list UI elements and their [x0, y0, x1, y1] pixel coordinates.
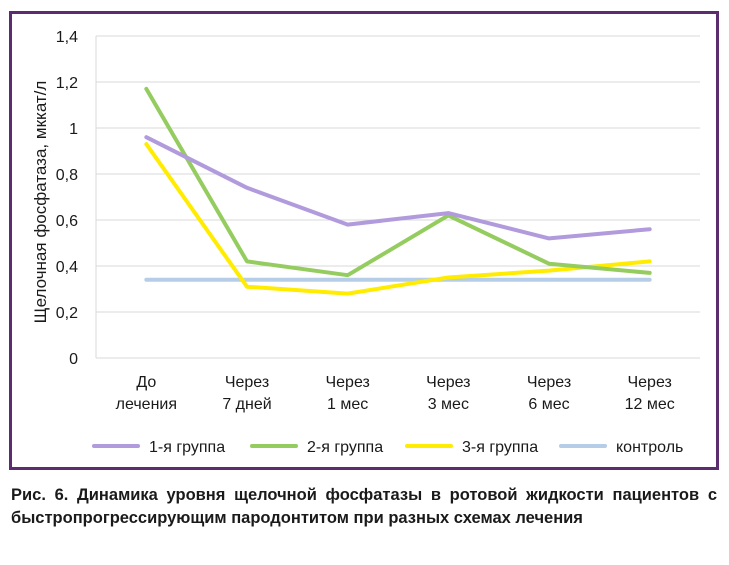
- x-tick-label: Через 1 мес: [325, 374, 369, 413]
- y-tick-label: 1: [69, 121, 78, 138]
- y-tick-label: 0,6: [56, 213, 78, 230]
- y-tick-label: 0,8: [56, 167, 78, 184]
- x-tick-label: Через 6 мес: [527, 374, 571, 413]
- y-axis-ticks: 0 0,2 0,4 0,6 0,8 1 1,2 1,4: [56, 29, 78, 368]
- y-tick-label: 0,4: [56, 259, 78, 276]
- y-tick-label: 0: [69, 351, 78, 368]
- line-chart: 0 0,2 0,4 0,6 0,8 1 1,2 1,4 До лечения Через 7 дне…: [31, 29, 700, 456]
- gridlines: [95, 35, 700, 359]
- legend-label: контроль: [616, 439, 683, 456]
- legend-label: 2-я группа: [307, 439, 383, 456]
- y-axis-label: Щелочная фосфатаза, мккат/л: [31, 81, 50, 324]
- x-axis-ticks: До лечения Через 7 дней Через 1 мес Через 3 мес…: [116, 374, 675, 413]
- legend: 1-я группа 2-я группа 3-я группа контроль: [92, 439, 683, 456]
- series-line-1: [144, 135, 652, 241]
- y-tick-label: 0,2: [56, 305, 78, 322]
- figure-caption: Рис. 6. Динамика уровня щелочной фосфата…: [11, 486, 717, 527]
- y-tick-label: 1,4: [56, 29, 78, 46]
- series-line-2: [144, 86, 652, 278]
- x-tick-label: До лечения: [116, 374, 177, 413]
- chart-frame: 0 0,2 0,4 0,6 0,8 1 1,2 1,4 До лечения Через 7 дне…: [9, 11, 719, 470]
- legend-label: 1-я группа: [149, 439, 225, 456]
- x-tick-label: Через 12 мес: [625, 374, 675, 413]
- x-tick-label: Через 7 дней: [222, 374, 271, 413]
- legend-label: 3-я группа: [462, 439, 538, 456]
- y-tick-label: 1,2: [56, 75, 78, 92]
- x-tick-label: Через 3 мес: [426, 374, 470, 413]
- series-line-3: [144, 142, 652, 296]
- series-lines: [144, 86, 652, 296]
